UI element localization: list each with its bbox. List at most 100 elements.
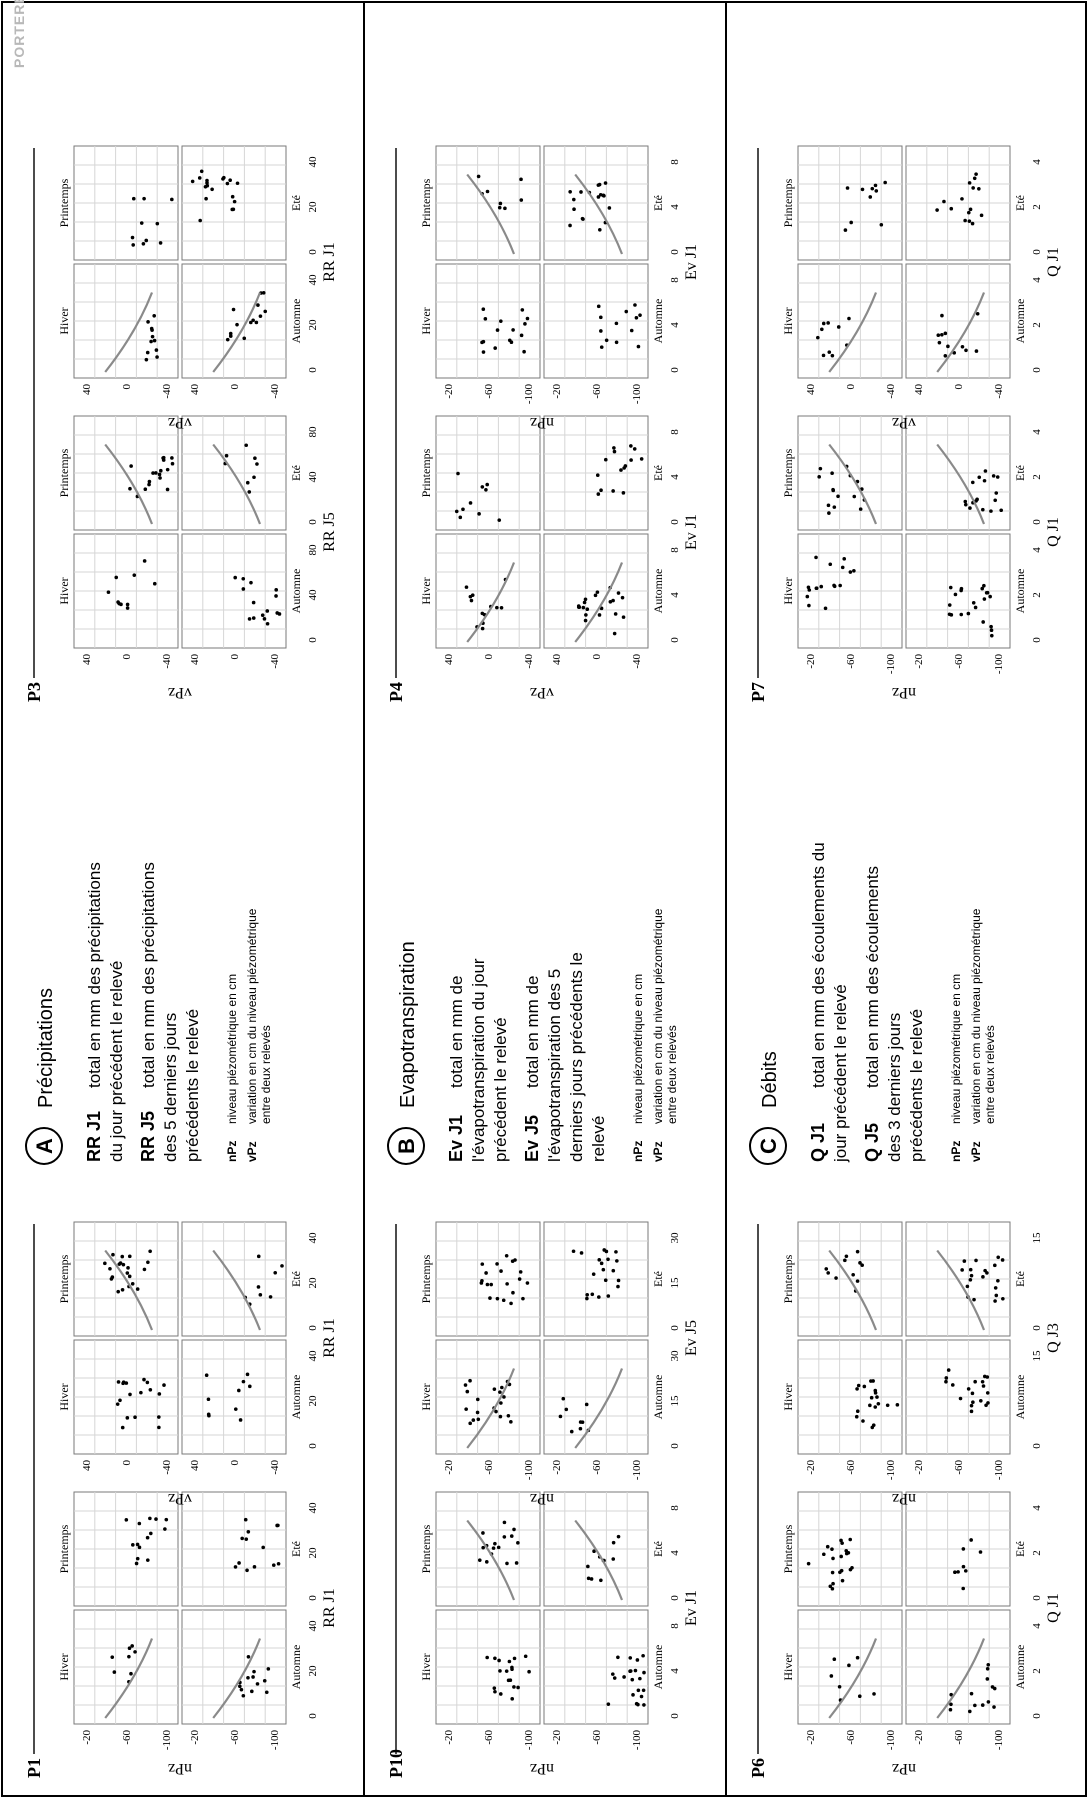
data-point [262,1678,267,1683]
data-point [871,1379,875,1383]
data-point [501,1298,506,1303]
legend-desc: total en mm des écoulements du [809,842,828,1088]
data-point [520,308,525,312]
facet-strip-label: Eté [289,1271,303,1287]
data-point [817,475,821,479]
data-point [139,221,144,225]
data-point [599,345,604,349]
x-tick-label: 8 [669,547,681,553]
data-point [971,186,975,190]
data-point [114,575,119,580]
legend-key: Q J1 [808,1123,828,1162]
data-point [521,1296,525,1301]
data-point [246,1655,251,1659]
y-tick-label: 40 [913,384,925,396]
data-point [103,1261,107,1266]
data-point [493,1656,497,1661]
data-point [844,1254,849,1259]
data-point [253,456,257,460]
data-point [981,1384,986,1388]
facet-printemps: Printemps [781,415,903,531]
data-point [205,178,209,183]
group-label: P1 [24,1758,44,1778]
data-point [611,1557,616,1561]
data-point [265,621,270,626]
data-point [163,1527,167,1531]
facet-strip-label: Eté [651,1271,665,1287]
data-point [946,1368,951,1372]
data-point [602,1248,607,1252]
data-point [970,221,975,226]
data-point [141,241,146,246]
data-point [247,490,252,494]
data-point [507,1659,512,1664]
data-point [591,1272,596,1276]
data-point [838,1570,842,1575]
data-point [985,1271,989,1275]
legend-block: C Débits Q J1 total en mm des écoulements d… [749,842,997,1165]
data-point [504,1669,509,1673]
facet-eté: Eté [181,145,303,261]
data-point [475,1410,480,1415]
data-point [158,468,163,473]
data-point [947,603,952,607]
data-point [843,1258,847,1263]
data-point [582,600,587,605]
y-tick-label: -20 [551,384,563,399]
legend-small-key: nPz [225,1141,239,1162]
data-point [261,291,266,295]
data-point [242,336,247,341]
x-tick-label: 0 [669,1443,681,1449]
data-point [603,457,608,462]
data-point [165,487,170,492]
y-tick-label: -60 [953,1730,965,1745]
y-tick-label: -20 [805,654,817,669]
facet-automne: Automne [543,533,665,649]
data-point [876,1401,881,1406]
data-point [161,458,166,462]
panel-group: P10 Hiver Printemps Automne Eté nPz -20 -60 -100… [386,1221,700,1778]
x-tick-label: 20 [307,1277,319,1289]
data-point [261,1545,265,1550]
data-point [150,334,155,339]
facet-hiver: Hiver [57,533,179,649]
data-point [505,1561,509,1566]
data-point [558,1414,563,1419]
data-point [258,314,263,318]
data-point [115,1402,120,1406]
facet-printemps: Printemps [419,1491,541,1607]
data-point [120,1287,125,1292]
data-point [480,1262,485,1266]
data-point [155,355,159,359]
data-point [940,313,944,318]
data-point [147,482,151,487]
data-point [145,1380,150,1385]
data-point [616,1655,620,1660]
data-point [458,515,463,520]
data-point [598,192,603,197]
data-point [629,328,634,333]
data-point [860,187,865,192]
data-point [603,1278,608,1283]
facet-strip-label: Automne [1013,1645,1027,1690]
data-point [145,1535,150,1540]
data-point [578,1420,583,1424]
x-tick-label: 40 [307,1232,319,1244]
data-point [807,603,811,608]
data-point [612,1676,617,1680]
data-point [961,1586,966,1591]
data-point [968,506,972,510]
data-point [134,1561,139,1566]
data-point [249,320,253,325]
data-point [970,1391,975,1396]
data-point [830,1570,835,1575]
trend-line [574,1368,624,1449]
y-tick-label: -20 [551,1730,563,1745]
data-point [506,1678,511,1683]
facet-printemps: Printemps [57,415,179,531]
facet-hiver: Hiver [57,1339,179,1455]
facet-strip-label: Automne [1013,569,1027,614]
data-point [130,1644,134,1648]
x-axis-label: RR J1 [321,1588,338,1628]
x-tick-label: 0 [307,1713,319,1719]
